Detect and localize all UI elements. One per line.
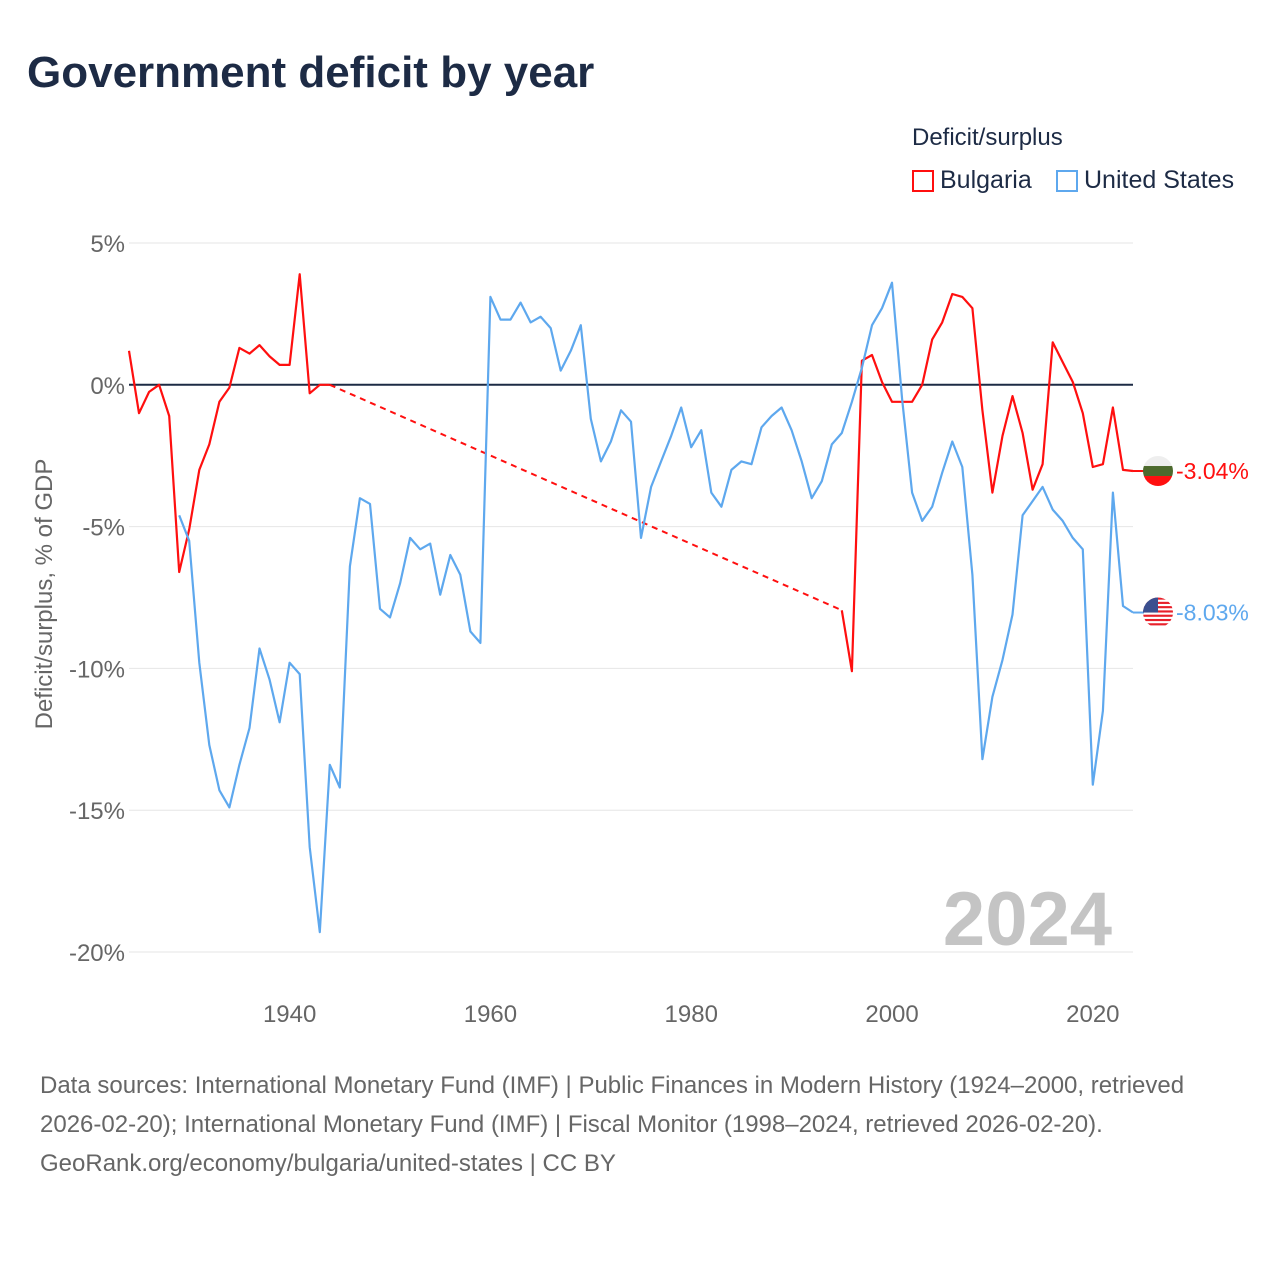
bulgaria-flag-icon [1143, 456, 1173, 487]
end-value-label: -3.04% [1176, 458, 1249, 484]
interpolated-gap-bulgaria [329, 383, 843, 612]
legend-item-united-states[interactable]: United States [1056, 166, 1234, 195]
current-year-watermark: 2024 [942, 877, 1112, 962]
y-tick-label: -20% [69, 940, 125, 967]
data-sources: Data sources: International Monetary Fun… [40, 1072, 1185, 1138]
x-tick-label: 2000 [865, 1001, 918, 1028]
legend-item-bulgaria[interactable]: Bulgaria [912, 166, 1032, 195]
y-tick-label: -15% [69, 798, 125, 825]
legend-swatch-bulgaria [912, 169, 934, 192]
y-tick-label: 0% [90, 373, 125, 400]
x-tick-label: 1940 [263, 1001, 316, 1028]
footer: Data sources: International Monetary Fun… [40, 1066, 1240, 1183]
y-tick-label: -10% [69, 656, 125, 683]
x-tick-label: 2020 [1066, 1001, 1119, 1028]
flag-stripe-green [1143, 466, 1173, 477]
y-tick-label: -5% [82, 515, 125, 542]
y-tick-label: 5% [90, 231, 125, 258]
flag-canton [1143, 597, 1158, 613]
series-line-united-states [178, 281, 1134, 934]
legend-label: Bulgaria [940, 166, 1032, 194]
flag-body [1143, 597, 1173, 626]
flag-stripe-red [1143, 476, 1173, 487]
flag-stripe-white [1143, 456, 1173, 467]
flag-body [1143, 456, 1173, 487]
series-line-bulgaria [127, 273, 330, 574]
line-chart: 5%0%-5%-10%-15%-20%1940 1960 1980 2000 2020 … [31, 231, 1249, 1028]
flag-stripe [1143, 614, 1173, 617]
legend-swatch-united-states [1056, 169, 1078, 192]
legend-label: United States [1084, 166, 1235, 194]
y-axis-label: Deficit/surplus, % of GDP [31, 459, 58, 730]
chart-title: Government deficit by year [27, 48, 595, 97]
end-value-label: -8.03% [1176, 600, 1249, 626]
flag-stripe [1143, 623, 1173, 626]
series-line-bulgaria [840, 292, 1134, 673]
credit-link[interactable]: GeoRank.org/economy/bulgaria/united-stat… [40, 1150, 616, 1177]
x-tick-label: 1960 [464, 1001, 517, 1028]
legend-title: Deficit/surplus [912, 124, 1063, 151]
us-flag-icon [1143, 597, 1173, 626]
flag-stripe [1143, 618, 1173, 622]
x-tick-label: 1980 [665, 1001, 718, 1028]
